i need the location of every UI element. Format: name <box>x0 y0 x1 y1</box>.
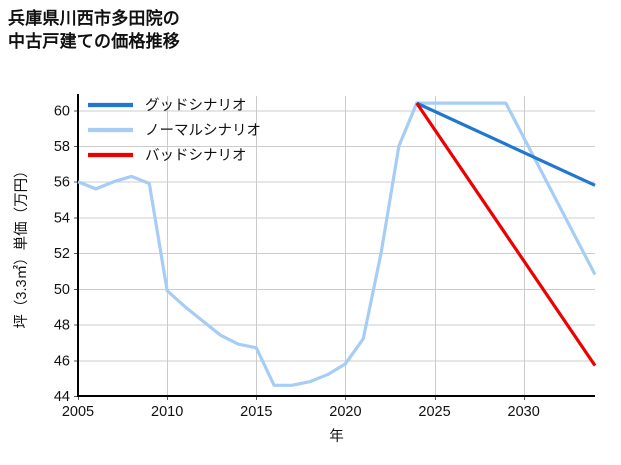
y-tick-label: 48 <box>54 318 70 334</box>
x-tick-labels: 2005 2010 2015 2020 2025 2030 <box>62 404 540 420</box>
y-tick-label: 46 <box>54 353 70 369</box>
y-axis-title: 坪（3.3㎡）単価（万円） <box>13 163 30 328</box>
series-group <box>77 101 597 387</box>
x-tick-label: 2005 <box>62 404 94 420</box>
x-axis-title: 年 <box>329 428 344 445</box>
x-tick-label: 2015 <box>240 404 272 420</box>
y-tick-label: 44 <box>54 389 70 405</box>
legend-label-normal: ノーマルシナリオ <box>145 123 261 139</box>
x-tick-label: 2025 <box>418 404 450 420</box>
series-line-bad <box>415 102 597 367</box>
axis-spines <box>76 94 595 398</box>
y-tick-label: 58 <box>54 139 70 155</box>
legend-label-good: グッドシナリオ <box>145 97 247 114</box>
y-tick-labels: 44 46 48 50 52 54 56 58 60 <box>54 103 70 405</box>
chart-title: 兵庫県川西市多田院の 中古戸建ての価格推移 <box>8 9 180 51</box>
y-tick-label: 52 <box>54 246 70 262</box>
y-tick-label: 56 <box>54 175 70 191</box>
y-tick-label: 60 <box>54 103 70 119</box>
y-tick-label: 54 <box>54 210 70 226</box>
x-tick-label: 2020 <box>329 404 361 420</box>
series-line-good <box>416 101 596 187</box>
x-tick-label: 2010 <box>151 404 183 420</box>
series-line-normal <box>77 101 597 387</box>
tickmarks-group <box>74 110 525 400</box>
legend-label-bad: バッドシナリオ <box>145 148 247 164</box>
axis-titles: 年 坪（3.3㎡）単価（万円） <box>13 163 344 445</box>
x-tick-label: 2030 <box>508 404 540 420</box>
gridlines-group <box>78 96 595 397</box>
y-tick-label: 50 <box>54 282 70 298</box>
